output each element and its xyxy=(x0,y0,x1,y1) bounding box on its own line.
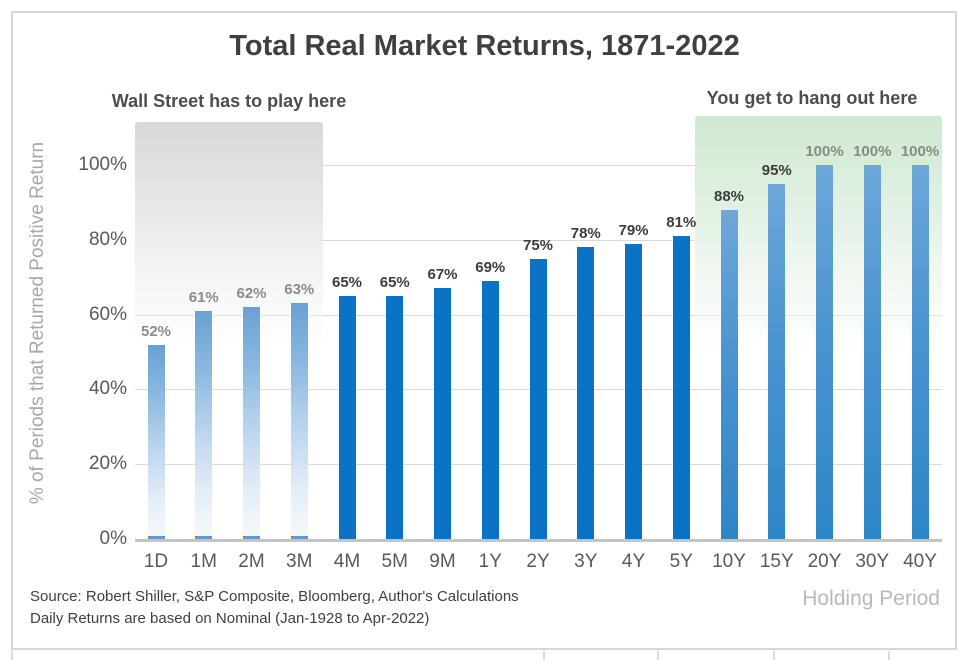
value-label-1Y: 69% xyxy=(475,258,506,276)
value-label-3M: 63% xyxy=(284,281,315,299)
x-tick-label-4M: 4M xyxy=(333,551,361,572)
x-tick-label-5M: 5M xyxy=(381,551,408,572)
x-axis-line xyxy=(135,539,942,542)
x-tick-label-3Y: 3Y xyxy=(574,551,598,572)
bar-15Y xyxy=(768,183,786,539)
value-label-4M: 65% xyxy=(331,273,363,291)
bar-1Y xyxy=(481,280,499,539)
y-tick-label-80: 80% xyxy=(88,228,127,250)
bar-30Y xyxy=(863,165,881,539)
value-label-2Y: 75% xyxy=(522,236,554,254)
source-text-line1: Source: Robert Shiller, S&P Composite, B… xyxy=(30,588,519,605)
value-label-20Y: 100% xyxy=(805,143,844,160)
bar-2Y xyxy=(529,258,547,539)
value-label-1M: 61% xyxy=(188,288,219,306)
table-column-border-2 xyxy=(657,651,659,660)
x-tick-label-9M: 9M xyxy=(429,551,456,572)
bar-4M xyxy=(338,295,356,539)
y-tick-label-40: 40% xyxy=(88,378,127,400)
bar-9M xyxy=(434,288,451,539)
value-label-5Y: 81% xyxy=(666,214,697,232)
source-text-line2: Daily Returns are based on Nominal (Jan-… xyxy=(30,610,430,627)
table-column-border-0 xyxy=(11,651,13,660)
bar-5Y xyxy=(672,236,690,539)
x-tick-label-5Y: 5Y xyxy=(669,551,693,572)
x-tick-label-2M: 2M xyxy=(238,551,265,572)
bar-2M xyxy=(243,307,260,539)
bar-10Y xyxy=(720,209,738,539)
value-label-40Y: 100% xyxy=(900,143,940,160)
x-tick-label-1M: 1M xyxy=(190,551,217,572)
bar-1D xyxy=(147,344,165,540)
table-column-border-3 xyxy=(773,651,775,660)
bar-40Y xyxy=(911,165,929,539)
bar-4Y xyxy=(625,243,642,539)
table-column-border-1 xyxy=(543,651,545,660)
x-tick-label-4Y: 4Y xyxy=(621,551,646,572)
bar-3Y xyxy=(577,247,595,539)
bar-20Y xyxy=(816,165,833,539)
y-tick-label-60: 60% xyxy=(88,303,127,325)
value-label-1D: 52% xyxy=(140,322,172,340)
x-tick-label-3M: 3M xyxy=(286,551,313,572)
value-label-30Y: 100% xyxy=(853,143,892,160)
y-tick-label-0: 0% xyxy=(99,528,127,549)
gridline-80 xyxy=(135,239,942,241)
x-axis-caption: Holding Period xyxy=(802,587,940,610)
value-label-5M: 65% xyxy=(379,273,410,291)
value-label-15Y: 95% xyxy=(761,161,792,179)
y-axis-title: % of Periods that Returned Positive Retu… xyxy=(27,141,48,505)
annotation-hang-out: You get to hang out here xyxy=(706,88,918,108)
bar-3M xyxy=(290,303,308,539)
bar-5M xyxy=(386,295,404,539)
x-tick-label-2Y: 2Y xyxy=(526,551,550,572)
annotation-wall-street: Wall Street has to play here xyxy=(111,91,347,111)
x-tick-label-1Y: 1Y xyxy=(478,551,502,572)
x-tick-label-10Y: 10Y xyxy=(712,551,746,572)
x-tick-label-30Y: 30Y xyxy=(855,551,890,572)
gridline-100 xyxy=(135,165,942,166)
x-tick-label-15Y: 15Y xyxy=(759,551,794,572)
x-tick-label-40Y: 40Y xyxy=(903,551,937,572)
table-column-border-4 xyxy=(888,651,890,660)
bar-1M xyxy=(195,310,213,540)
y-tick-label-20: 20% xyxy=(88,453,127,475)
value-label-10Y: 88% xyxy=(713,187,745,205)
value-label-9M: 67% xyxy=(427,266,458,284)
value-label-3Y: 78% xyxy=(570,225,601,243)
y-tick-label-100: 100% xyxy=(78,154,127,175)
value-label-2M: 62% xyxy=(236,285,267,303)
x-tick-label-20Y: 20Y xyxy=(807,551,842,572)
value-label-4Y: 79% xyxy=(618,221,649,239)
x-tick-label-1D: 1D xyxy=(143,551,169,572)
chart-title: Total Real Market Returns, 1871-2022 xyxy=(229,30,740,62)
